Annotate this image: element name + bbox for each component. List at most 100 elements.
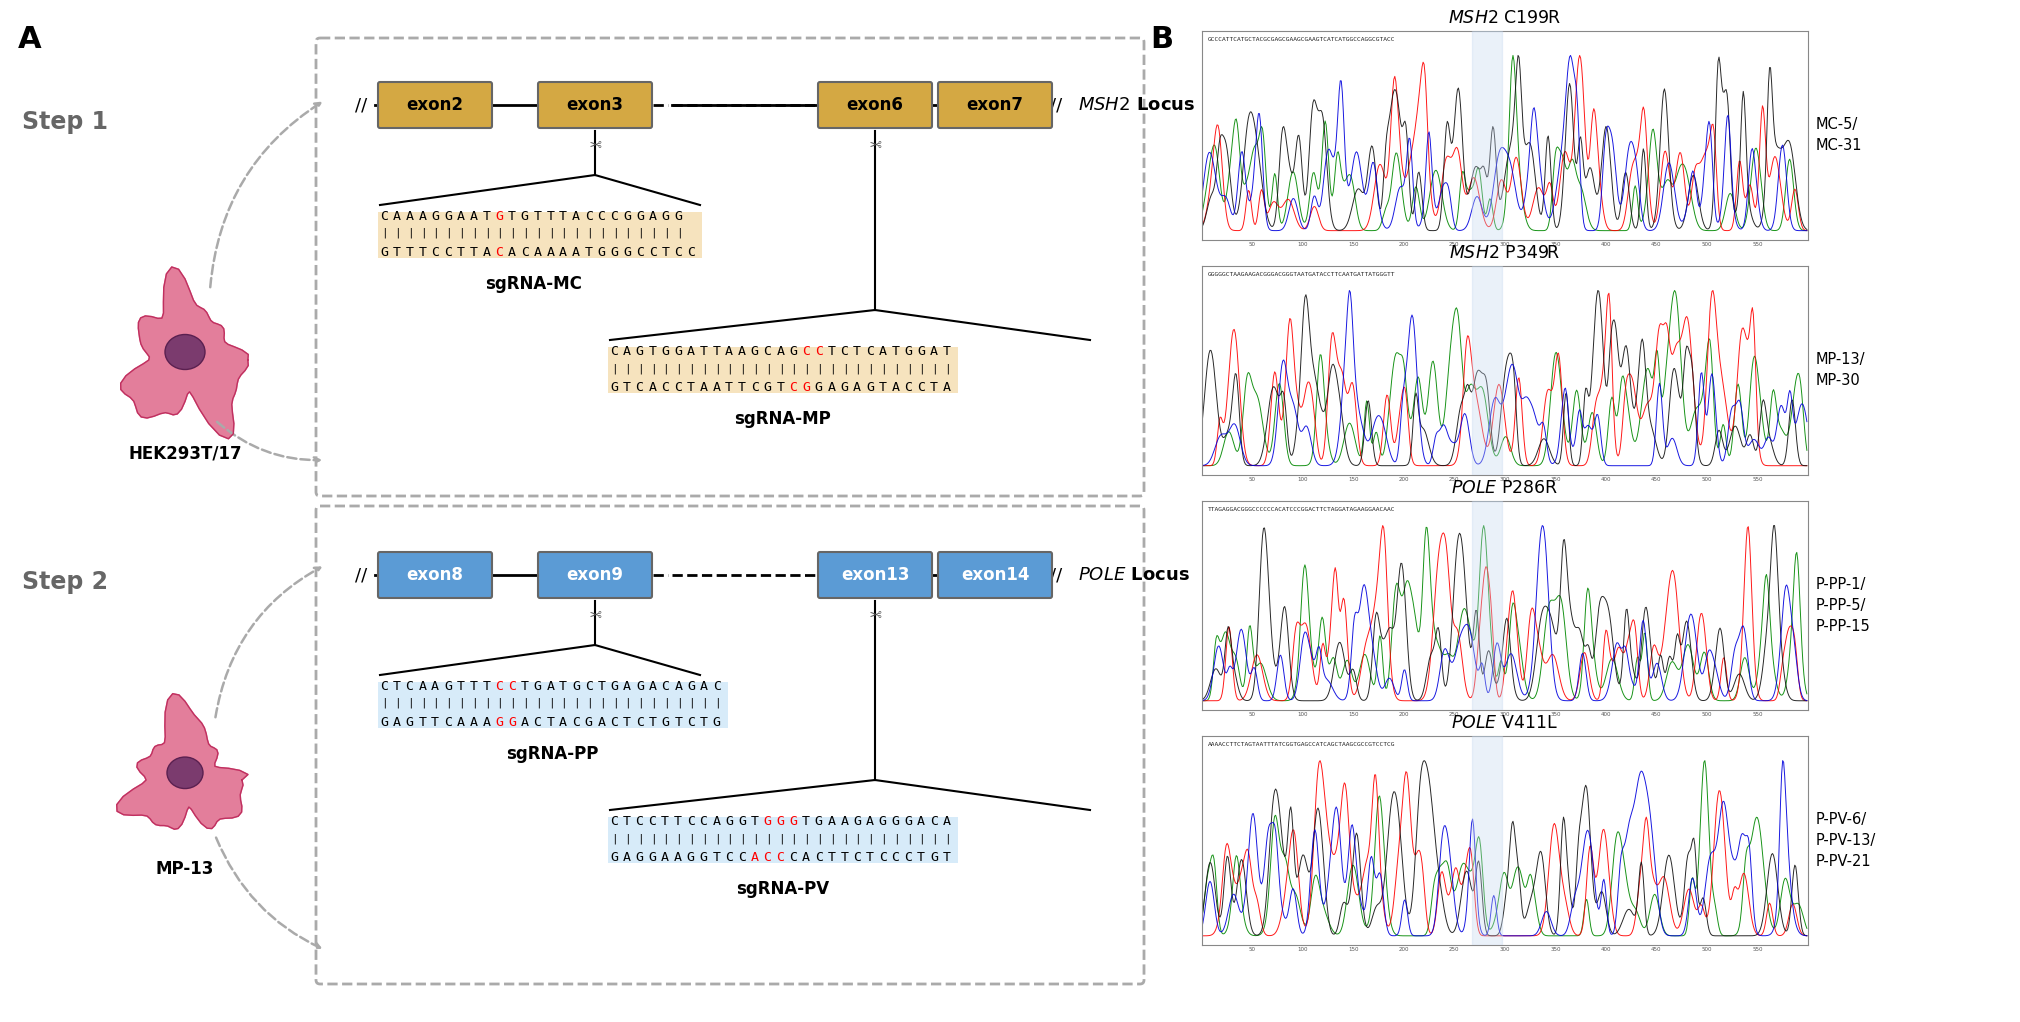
Text: T: T <box>661 815 669 828</box>
Text: P-PP-1/
P-PP-5/
P-PP-15: P-PP-1/ P-PP-5/ P-PP-15 <box>1816 577 1871 634</box>
Text: 500: 500 <box>1701 712 1713 717</box>
Text: A: A <box>713 381 721 394</box>
Text: |: | <box>778 833 784 843</box>
Text: C: C <box>636 246 644 259</box>
Text: T: T <box>533 210 541 223</box>
Text: A: A <box>406 210 414 223</box>
Text: exon7: exon7 <box>966 96 1024 114</box>
FancyBboxPatch shape <box>537 82 652 128</box>
Text: T: T <box>751 815 760 828</box>
Text: |: | <box>574 228 580 238</box>
Text: 50: 50 <box>1248 242 1256 247</box>
Text: G: G <box>687 680 695 693</box>
Text: |: | <box>560 698 568 708</box>
Text: |: | <box>739 363 745 373</box>
Text: T: T <box>507 210 515 223</box>
Text: C: C <box>495 246 503 259</box>
Text: |: | <box>778 363 784 373</box>
Text: |: | <box>804 363 810 373</box>
Text: G: G <box>867 381 875 394</box>
Bar <box>1471 31 1501 240</box>
Text: sgRNA-PV: sgRNA-PV <box>735 880 830 898</box>
Text: 150: 150 <box>1347 947 1359 953</box>
Text: A: A <box>675 680 683 693</box>
Text: Step 2: Step 2 <box>22 570 107 594</box>
Text: //: // <box>1050 96 1063 114</box>
Text: A: A <box>737 345 745 358</box>
Text: A: A <box>560 716 568 729</box>
Text: exon2: exon2 <box>406 96 463 114</box>
Text: G: G <box>624 246 630 259</box>
Text: |: | <box>547 698 553 708</box>
Text: T: T <box>392 680 400 693</box>
Text: $\it{POLE}$ P286R: $\it{POLE}$ P286R <box>1450 478 1559 497</box>
Text: T: T <box>737 381 745 394</box>
Text: |: | <box>636 833 644 843</box>
Text: ✂: ✂ <box>588 134 602 149</box>
Text: 300: 300 <box>1499 477 1511 482</box>
Text: sgRNA-MP: sgRNA-MP <box>735 410 830 428</box>
Text: G: G <box>725 815 733 828</box>
Text: |: | <box>816 363 822 373</box>
Text: |: | <box>689 363 695 373</box>
Text: G: G <box>891 815 899 828</box>
Text: |: | <box>406 698 414 708</box>
Text: A: A <box>699 381 707 394</box>
Text: G: G <box>764 381 772 394</box>
Text: G: G <box>533 680 541 693</box>
Text: C: C <box>636 716 644 729</box>
Bar <box>1471 736 1501 945</box>
Text: |: | <box>675 698 683 708</box>
Text: TTAGAGGACGGGCCCCCCACATCCCGGACTTCTAGGATAGAAGGAACAAC: TTAGAGGACGGGCCCCCCACATCCCGGACTTCTAGGATAG… <box>1208 507 1396 512</box>
Text: G: G <box>430 210 438 223</box>
Text: exon3: exon3 <box>566 96 624 114</box>
Text: G: G <box>687 851 695 864</box>
Text: |: | <box>675 228 683 238</box>
Bar <box>1471 501 1501 710</box>
Text: |: | <box>804 833 810 843</box>
Text: 50: 50 <box>1248 712 1256 717</box>
Text: |: | <box>471 698 477 708</box>
Text: |: | <box>612 698 618 708</box>
Text: |: | <box>905 833 913 843</box>
Text: G: G <box>790 815 798 828</box>
Text: ✂: ✂ <box>869 134 881 149</box>
Text: C: C <box>802 345 810 358</box>
Text: A: A <box>943 381 951 394</box>
Text: |: | <box>624 698 630 708</box>
Text: T: T <box>545 716 553 729</box>
Text: |: | <box>509 698 515 708</box>
Text: C: C <box>430 246 438 259</box>
Text: G: G <box>737 815 745 828</box>
Text: C: C <box>891 851 899 864</box>
Text: 50: 50 <box>1248 477 1256 482</box>
Text: T: T <box>469 246 477 259</box>
Text: 500: 500 <box>1701 947 1713 953</box>
Text: T: T <box>802 815 810 828</box>
Text: 250: 250 <box>1448 712 1460 717</box>
Text: T: T <box>699 345 707 358</box>
Text: C: C <box>905 381 913 394</box>
Text: T: T <box>917 851 925 864</box>
Text: |: | <box>535 698 541 708</box>
Text: T: T <box>701 716 707 729</box>
Text: A: A <box>917 815 925 828</box>
Text: G: G <box>636 345 644 358</box>
Text: A: A <box>802 851 810 864</box>
Text: T: T <box>545 210 553 223</box>
Text: T: T <box>891 345 899 358</box>
Text: T: T <box>852 345 861 358</box>
Text: G: G <box>905 345 913 358</box>
Text: T: T <box>624 716 630 729</box>
Text: C: C <box>687 716 695 729</box>
Text: 350: 350 <box>1549 242 1561 247</box>
Text: A: A <box>943 815 951 828</box>
Text: T: T <box>457 246 465 259</box>
Text: C: C <box>929 815 937 828</box>
Text: C: C <box>380 680 388 693</box>
Text: |: | <box>650 833 657 843</box>
Text: |: | <box>751 833 760 843</box>
Text: A: A <box>648 680 656 693</box>
Text: |: | <box>394 228 400 238</box>
Text: G: G <box>406 716 414 729</box>
